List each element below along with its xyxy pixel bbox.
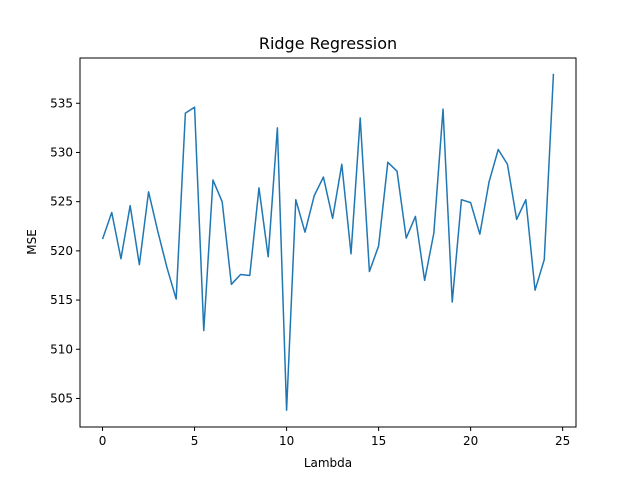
- x-tick-label: 5: [191, 434, 199, 448]
- x-tick-label: 25: [555, 434, 570, 448]
- x-tick-label: 0: [99, 434, 107, 448]
- mse-series-line: [101, 73, 555, 412]
- plot-frame: [79, 57, 577, 428]
- series-layer: [101, 73, 555, 412]
- chart-title: Ridge Regression: [259, 34, 397, 53]
- y-tick-label: 520: [50, 244, 73, 258]
- y-axis-label: MSE: [25, 229, 39, 255]
- x-axis-label: Lambda: [304, 456, 352, 470]
- y-tick-label: 535: [50, 96, 73, 110]
- y-tick-label: 515: [50, 293, 73, 307]
- y-tick-label: 530: [50, 145, 73, 159]
- x-tick-label: 20: [463, 434, 478, 448]
- x-tick-label: 10: [279, 434, 294, 448]
- y-tick-label: 510: [50, 342, 73, 356]
- y-tick-label: 505: [50, 391, 73, 405]
- y-tick-label: 525: [50, 195, 73, 209]
- x-tick-label: 15: [371, 434, 386, 448]
